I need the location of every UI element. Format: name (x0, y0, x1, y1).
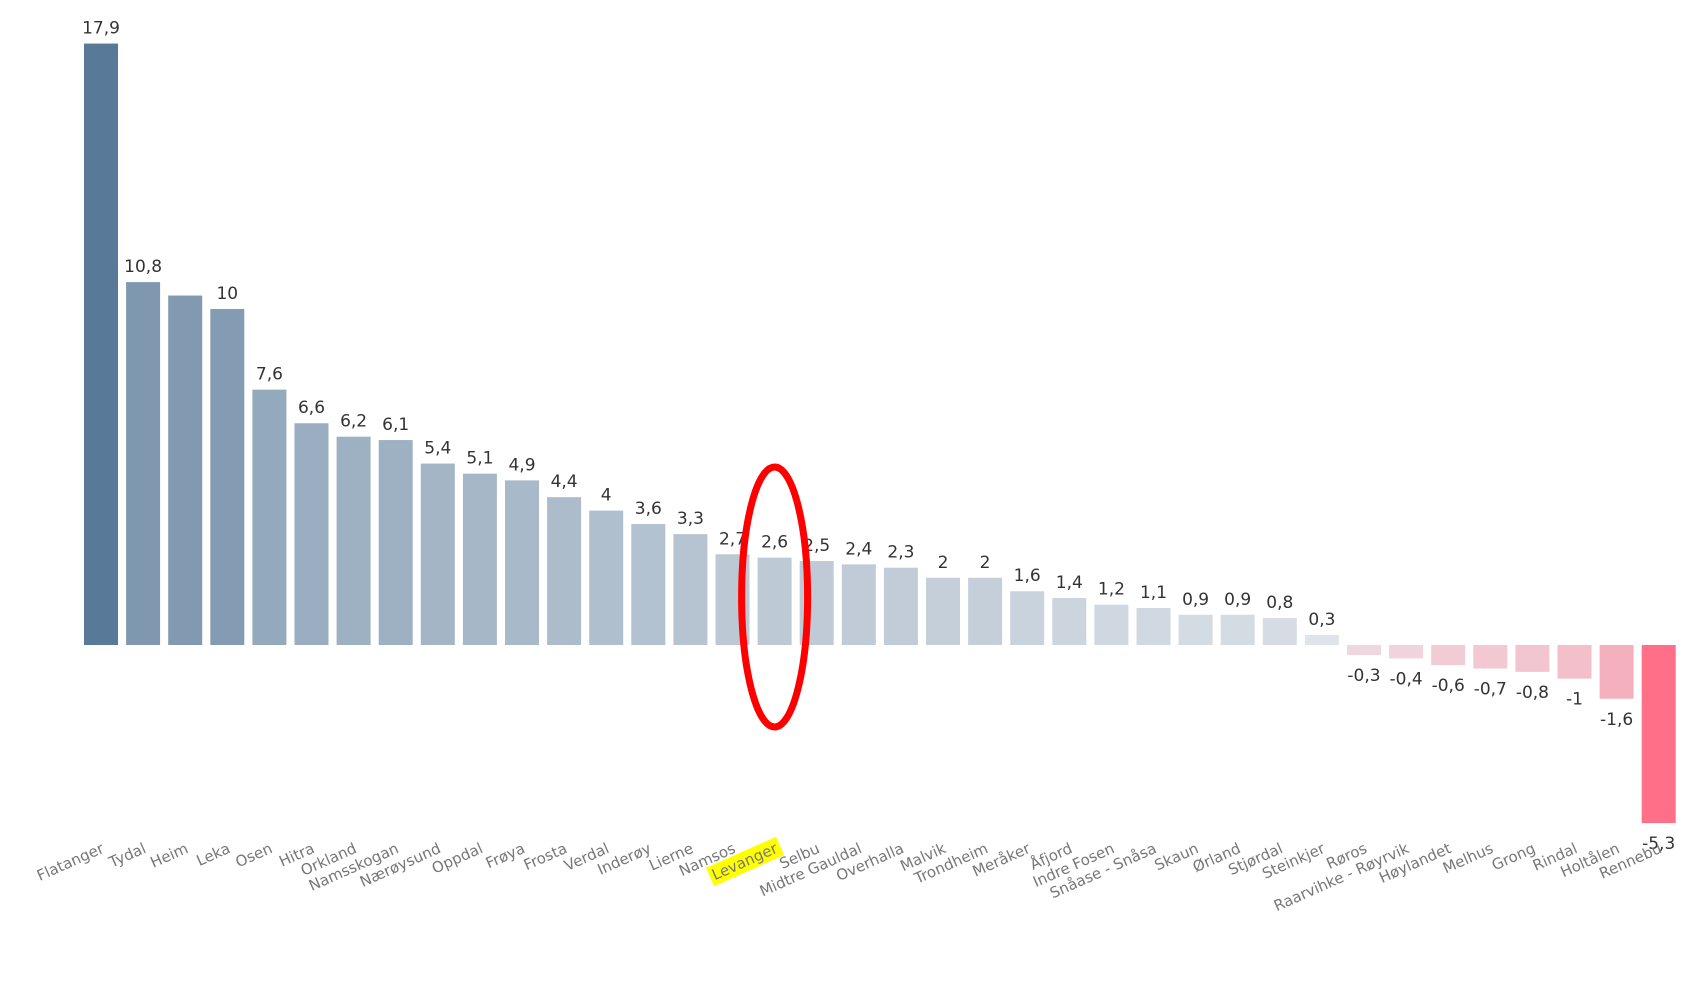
category-label-group: Osen (233, 839, 275, 871)
bar (294, 423, 329, 645)
bar (1557, 645, 1592, 679)
bar (1094, 604, 1129, 645)
value-label: 2,4 (845, 539, 872, 559)
value-label: 10 (216, 284, 238, 304)
bar (336, 436, 371, 645)
bar (631, 524, 666, 645)
value-label: 1,6 (1014, 566, 1041, 586)
category-label: Flatanger (34, 839, 107, 885)
value-label: 2 (980, 553, 991, 573)
bar (1304, 634, 1339, 645)
bar (1052, 597, 1087, 645)
category-label: Frosta (521, 839, 570, 874)
value-label: 3,6 (635, 499, 662, 519)
highlight (705, 836, 785, 887)
bar (1641, 645, 1676, 824)
category-label-group: Frøya (483, 839, 528, 872)
bar (1389, 645, 1424, 659)
category-label-group: Flatanger (34, 839, 107, 885)
bar (1262, 618, 1297, 645)
bar (378, 440, 413, 645)
bar (1136, 608, 1171, 645)
bar (1178, 614, 1213, 645)
category-label: Tydal (105, 839, 148, 872)
value-label: 4 (601, 486, 612, 506)
bar (1010, 591, 1045, 645)
bar (841, 564, 876, 645)
value-label: 5,1 (466, 449, 493, 469)
bar (673, 534, 708, 645)
value-label: 0,9 (1224, 590, 1251, 610)
bar (84, 43, 118, 646)
bar (926, 577, 960, 645)
value-label: 2,3 (887, 543, 914, 563)
category-label-group: Tydal (105, 839, 148, 872)
category-label-group: Heim (148, 839, 191, 871)
bar (126, 282, 161, 645)
category-label-group: Leka (194, 839, 233, 870)
value-label: 17,9 (82, 19, 120, 39)
value-label: 6,1 (382, 415, 409, 435)
value-label: 1,1 (1140, 583, 1167, 603)
bar (210, 309, 245, 645)
value-label: 1,4 (1056, 573, 1083, 593)
bar (420, 463, 455, 645)
value-label: 4,4 (551, 472, 578, 492)
value-label: -0,8 (1516, 683, 1549, 703)
value-label: 0,9 (1182, 590, 1209, 610)
category-label-group: Grong (1489, 839, 1538, 874)
bar (968, 577, 1003, 645)
bar (252, 389, 287, 645)
value-label: 2,5 (803, 536, 830, 556)
bar (1515, 645, 1550, 672)
category-label: Frøya (483, 839, 528, 872)
value-label: -0,3 (1347, 666, 1380, 686)
bar (1347, 645, 1381, 656)
value-label: -5,3 (1642, 834, 1675, 854)
category-label-group: Frosta (521, 839, 570, 874)
bar (1220, 614, 1255, 645)
value-label: 6,6 (298, 398, 325, 418)
value-label: 2,6 (761, 533, 788, 553)
bar (1431, 645, 1466, 666)
bar (462, 473, 497, 645)
bar (883, 567, 918, 645)
value-label: 2,7 (719, 529, 746, 549)
value-label: 10,8 (124, 257, 162, 277)
category-label: Heim (148, 839, 191, 871)
value-label: 0,3 (1308, 610, 1335, 630)
bar (168, 295, 203, 645)
value-label: 6,2 (340, 412, 367, 432)
value-label: 4,9 (508, 455, 535, 475)
bar (547, 497, 582, 645)
value-label: 3,3 (677, 509, 704, 529)
value-label: -0,6 (1432, 676, 1465, 696)
value-label: -1,6 (1600, 710, 1633, 730)
value-label: -0,7 (1474, 680, 1507, 700)
bar (589, 510, 624, 645)
highlight-circle (738, 463, 812, 731)
value-label: 1,2 (1098, 580, 1125, 600)
value-label: -0,4 (1390, 669, 1423, 689)
value-label: 2 (938, 553, 949, 573)
value-label: 5,4 (424, 439, 451, 459)
bar (505, 480, 539, 645)
value-label: 0,8 (1266, 593, 1293, 613)
category-label: Grong (1489, 839, 1538, 874)
bar (1599, 645, 1634, 699)
value-label: 7,6 (256, 365, 283, 385)
bar (757, 557, 792, 645)
value-label: -1 (1566, 690, 1583, 710)
category-label: Osen (233, 839, 275, 871)
bar (1473, 645, 1508, 669)
category-label: Leka (194, 839, 233, 870)
